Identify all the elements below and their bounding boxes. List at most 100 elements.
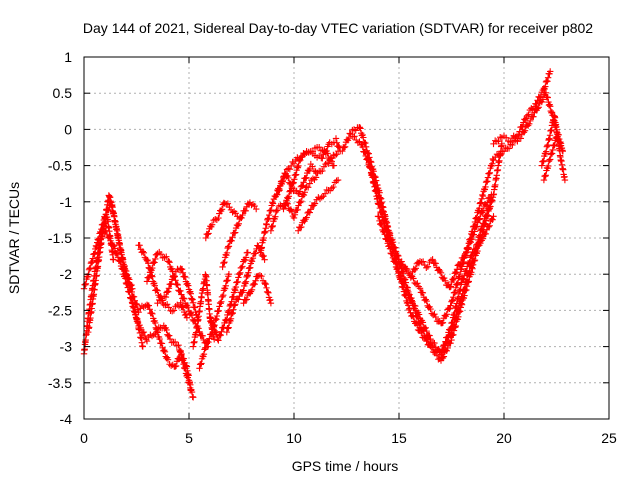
data-point: [269, 199, 276, 206]
data-point: [232, 283, 240, 291]
data-point: [538, 162, 545, 169]
data-point: [261, 256, 268, 263]
data-point: [312, 174, 320, 181]
data-point: [500, 147, 508, 155]
data-point: [228, 298, 235, 305]
data-point: [128, 288, 135, 296]
data-point: [260, 252, 267, 260]
data-point: [159, 297, 166, 304]
data-point: [484, 199, 491, 206]
data-point: [476, 205, 483, 212]
data-point: [482, 179, 490, 186]
data-point: [533, 100, 540, 108]
data-point: [249, 254, 257, 262]
data-point: [111, 245, 119, 252]
data-point: [140, 249, 148, 257]
data-point: [405, 290, 412, 298]
data-point: [482, 183, 489, 191]
data-point: [449, 297, 456, 304]
data-point: [471, 246, 479, 253]
data-point: [328, 184, 335, 192]
data-point: [386, 230, 394, 237]
data-point: [558, 144, 566, 152]
data-point: [463, 282, 471, 290]
x-tick-label: 25: [601, 430, 617, 446]
data-point: [547, 68, 554, 75]
data-point: [412, 265, 419, 272]
data-point: [490, 213, 497, 220]
data-point: [153, 286, 160, 294]
x-tick-label: 20: [496, 430, 512, 446]
data-point: [487, 203, 494, 210]
data-point: [495, 138, 502, 145]
data-point: [455, 308, 463, 316]
data-point: [550, 142, 558, 149]
data-point: [362, 139, 369, 147]
data-point: [139, 248, 146, 255]
x-axis-label: GPS time / hours: [292, 458, 399, 474]
data-point: [464, 246, 471, 253]
data-point: [468, 236, 475, 243]
data-point: [269, 222, 276, 230]
data-point: [319, 167, 326, 175]
grid-lines: [84, 57, 609, 419]
data-point: [151, 259, 158, 266]
data-point: [452, 284, 460, 291]
data-point: [375, 191, 382, 199]
series-track-24: [364, 147, 508, 327]
data-point: [488, 191, 495, 198]
data-point: [383, 222, 390, 230]
data-point: [458, 301, 466, 308]
data-point: [482, 217, 490, 224]
data-point: [478, 195, 485, 203]
data-point: [145, 274, 152, 281]
data-point: [265, 289, 272, 296]
data-point: [309, 175, 317, 182]
data-point: [242, 207, 249, 215]
data-point: [123, 271, 130, 278]
data-point: [437, 269, 445, 277]
data-point: [137, 324, 144, 331]
data-point: [396, 272, 404, 279]
data-point: [220, 292, 227, 299]
data-point: [218, 206, 226, 213]
data-point: [217, 300, 224, 307]
data-point: [242, 254, 250, 261]
data-point: [416, 285, 424, 292]
series-track-8: [143, 248, 212, 350]
data-point: [196, 365, 203, 372]
data-point: [375, 213, 382, 220]
data-point: [169, 267, 176, 275]
y-tick-label: -4: [60, 411, 73, 427]
data-point: [168, 280, 175, 288]
data-point: [522, 116, 529, 123]
data-point: [491, 137, 499, 144]
data-point: [549, 146, 556, 154]
data-point: [452, 324, 459, 331]
data-point: [374, 187, 381, 195]
data-point: [432, 260, 439, 267]
data-point: [457, 258, 465, 266]
data-point: [169, 308, 176, 315]
data-point: [301, 189, 308, 196]
data-point: [288, 185, 296, 192]
data-point: [331, 152, 339, 159]
data-point: [461, 292, 468, 299]
data-point: [467, 252, 475, 259]
data-point: [267, 296, 274, 303]
data-point: [224, 277, 231, 284]
data-point: [443, 334, 451, 341]
data-point: [129, 300, 137, 307]
data-point: [429, 256, 436, 263]
data-point: [464, 279, 472, 286]
data-point: [309, 163, 316, 170]
data-point: [378, 221, 385, 229]
data-point: [382, 218, 390, 225]
data-point: [106, 233, 113, 241]
data-point: [238, 264, 245, 271]
data-point: [229, 234, 236, 241]
data-point: [141, 332, 149, 340]
data-point: [454, 280, 461, 287]
data-point: [365, 159, 372, 167]
data-point: [280, 205, 287, 213]
